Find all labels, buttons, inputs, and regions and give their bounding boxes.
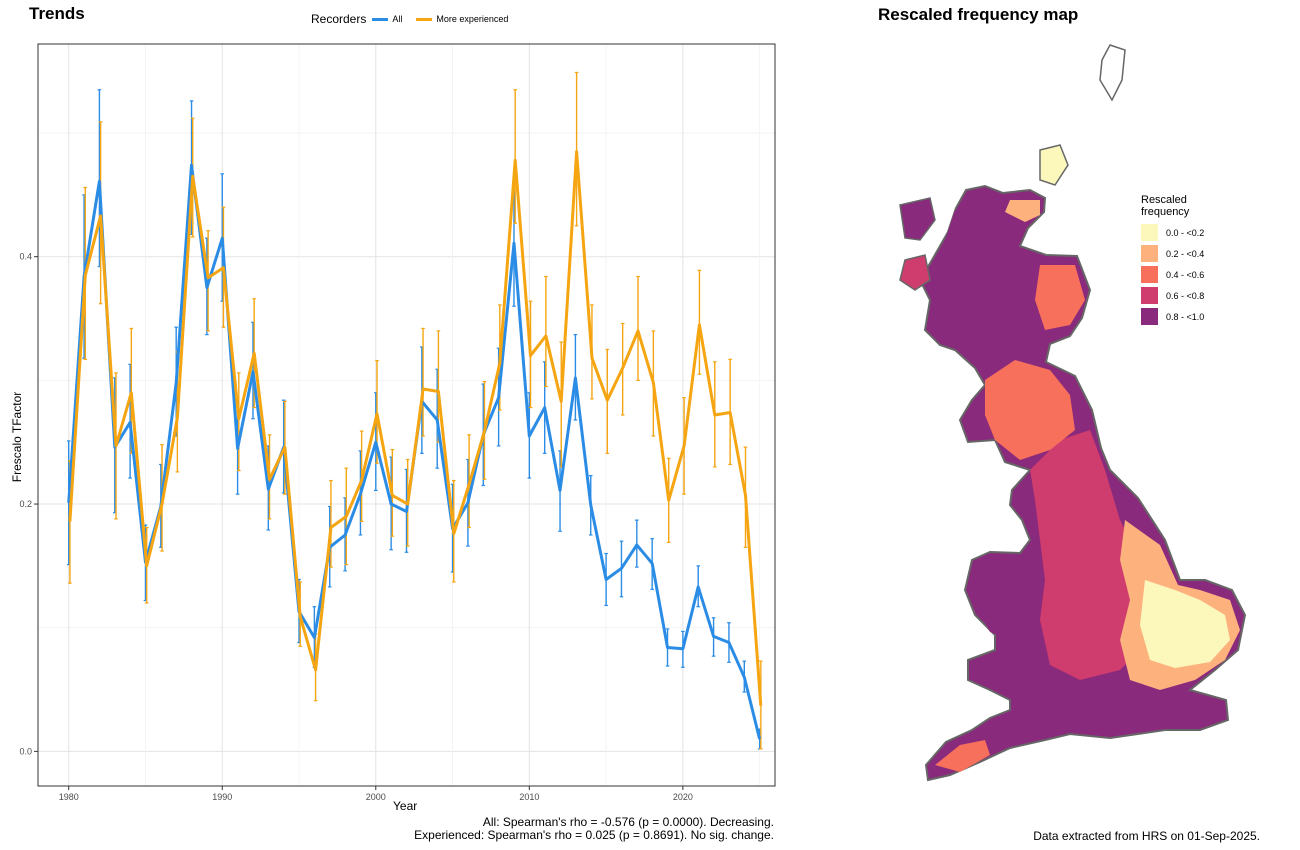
y-tick-label: 0.0 (19, 746, 32, 756)
map-legend-swatch (1141, 308, 1158, 325)
map-legend-swatch (1141, 266, 1158, 283)
map-legend-label: 0.6 - <0.8 (1166, 290, 1205, 301)
y-tick-label: 0.2 (19, 499, 32, 509)
map-region-grampian (1035, 265, 1085, 330)
map-region-mid (1030, 430, 1150, 680)
map-legend: Rescaled frequency 0.0 - <0.2 0.2 - <0.4… (1141, 194, 1204, 327)
x-tick-label: 2020 (673, 792, 693, 802)
map-legend-label: 0.0 - <0.2 (1166, 227, 1205, 238)
x-axis-title: Year (393, 799, 418, 813)
map-region-wales (975, 555, 1035, 640)
map-legend-label: 0.2 - <0.4 (1166, 248, 1205, 259)
map-legend-swatch (1141, 224, 1158, 241)
trends-chart: 1980 1990 2000 2010 2020 0.0 0.2 0.4 (19, 43, 776, 802)
legend-item-all: All (372, 14, 402, 24)
map-legend-item: 0.4 - <0.6 (1141, 264, 1204, 285)
map-region-orkney (1099, 44, 1126, 102)
map-region-highland (940, 205, 1000, 285)
map-region-hebrides (899, 197, 936, 241)
map-legend-item: 0.6 - <0.8 (1141, 285, 1204, 306)
stats-all: All: Spearman's rho = -0.576 (p = 0.0000… (482, 815, 774, 829)
map-region-shetland (1039, 144, 1069, 186)
legend-item-experienced: More experienced (416, 14, 508, 24)
map-legend-title-line2: frequency (1141, 206, 1190, 218)
map-legend-title: Rescaled frequency (1141, 194, 1204, 218)
gb-landmass (899, 44, 1247, 782)
legend-label-all: All (392, 14, 403, 24)
map-legend-label: 0.4 - <0.6 (1166, 269, 1205, 280)
map-legend-swatch (1141, 287, 1158, 304)
map-legend-title-line1: Rescaled (1141, 194, 1187, 206)
stats-experienced: Experienced: Spearman's rho = 0.025 (p =… (414, 828, 774, 842)
map-legend-item: 0.8 - <1.0 (1141, 306, 1204, 327)
map-region-northeast (1005, 200, 1040, 222)
data-source-caption: Data extracted from HRS on 01-Sep-2025. (1033, 829, 1260, 843)
series-legend: Recorders All More experienced (311, 12, 516, 26)
x-tick-label: 1990 (212, 792, 232, 802)
y-axis-title: Frescalo TFactor (10, 391, 25, 483)
map-region-southwest (935, 740, 990, 772)
axis-ticks: 1980 1990 2000 2010 2020 0.0 0.2 0.4 (19, 252, 692, 802)
map-legend-label: 0.8 - <1.0 (1166, 311, 1205, 322)
plot-panel-border (37, 43, 776, 787)
legend-label-experienced: More experienced (436, 14, 509, 24)
spearman-stats: All: Spearman's rho = -0.576 (p = 0.0000… (414, 816, 774, 842)
map-legend-item: 0.0 - <0.2 (1141, 222, 1204, 243)
x-tick-label: 1980 (59, 792, 79, 802)
legend-swatch-all (372, 17, 389, 21)
grid-lines (38, 44, 775, 786)
frequency-map (899, 44, 1247, 782)
legend-swatch-experienced (416, 17, 433, 21)
map-region-skye (899, 254, 931, 291)
x-tick-label: 2000 (366, 792, 386, 802)
series-lines (67, 150, 763, 740)
map-legend-item: 0.2 - <0.4 (1141, 243, 1204, 264)
x-tick-label: 2010 (519, 792, 539, 802)
y-tick-label: 0.4 (19, 252, 32, 262)
trends-title: Trends (29, 4, 85, 23)
map-legend-swatch (1141, 245, 1158, 262)
series-line-experienced (68, 150, 763, 706)
map-region-anglia (1140, 580, 1230, 668)
map-title: Rescaled frequency map (878, 5, 1079, 24)
legend-title: Recorders (311, 12, 367, 26)
map-region-north (985, 360, 1075, 460)
